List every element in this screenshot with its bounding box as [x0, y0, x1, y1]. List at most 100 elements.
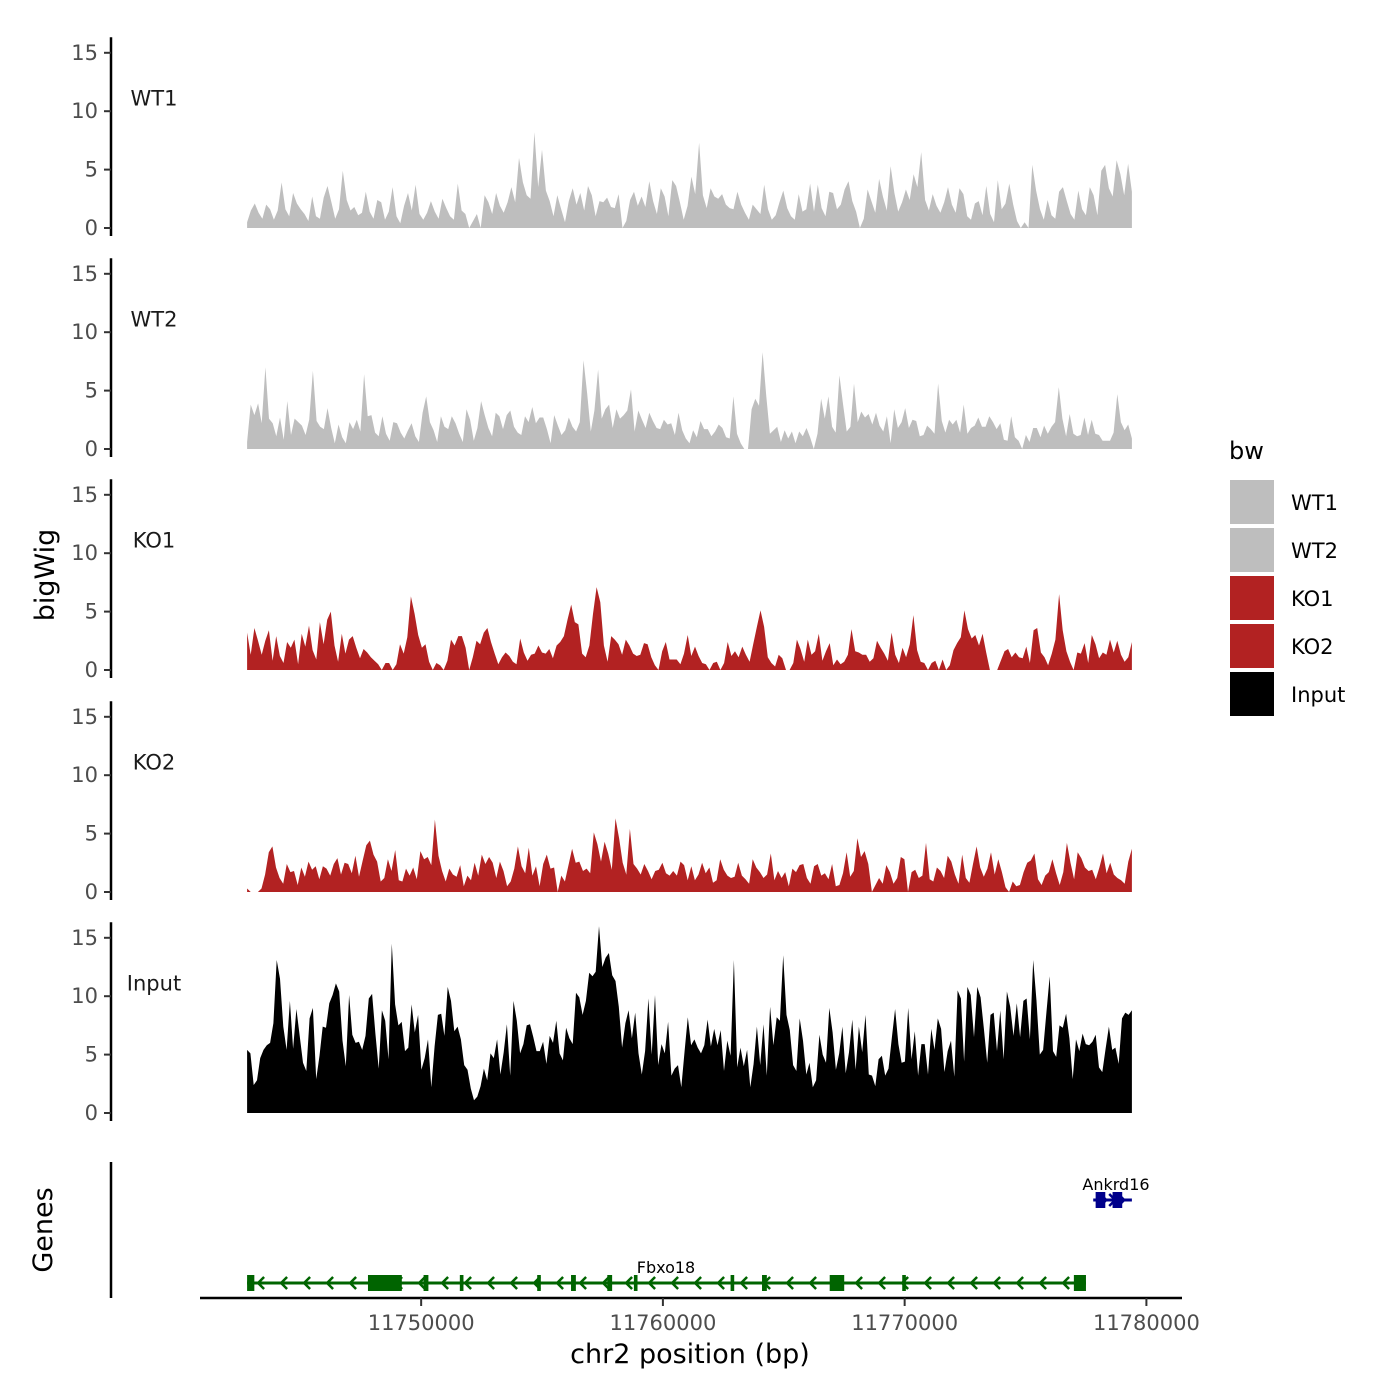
- legend-entry: WT2: [1228, 526, 1338, 574]
- strand-arrow: [555, 1276, 564, 1290]
- x-tick-label: 11750000: [368, 1311, 475, 1335]
- strand-arrow: [578, 1276, 587, 1290]
- legend-entry: Input: [1228, 670, 1345, 718]
- legend-entry: KO1: [1228, 574, 1334, 622]
- strand-arrow: [509, 1276, 518, 1290]
- exon: [537, 1275, 541, 1291]
- legend: bw WT1 WT2 KO1 KO2 Input: [1228, 437, 1345, 718]
- y-tick-label: 0: [85, 880, 98, 904]
- strand-arrow: [1038, 1276, 1047, 1290]
- strand-arrow: [325, 1276, 334, 1290]
- y-tick-label: 5: [85, 600, 98, 624]
- strand-arrow: [601, 1276, 610, 1290]
- legend-swatch: [1228, 478, 1276, 526]
- y-tick-label: 10: [71, 541, 98, 565]
- legend-label: WT1: [1291, 491, 1338, 515]
- legend-swatch: [1228, 622, 1276, 670]
- strand-arrow: [808, 1276, 817, 1290]
- gene-ankrd16: Ankrd16: [1082, 1175, 1150, 1208]
- x-ticks: 11750000 11760000 11770000 11780000: [368, 1298, 1200, 1335]
- strand-arrow: [440, 1276, 449, 1290]
- strand-arrow: [302, 1276, 311, 1290]
- exon: [633, 1275, 638, 1291]
- exon: [1112, 1192, 1123, 1208]
- x-axis-title: chr2 position (bp): [570, 1339, 810, 1370]
- exon: [730, 1275, 735, 1291]
- exon: [247, 1275, 255, 1291]
- x-tick-label: 11780000: [1093, 1311, 1200, 1335]
- strand-arrow: [877, 1276, 886, 1290]
- signal-area-wt1: [247, 132, 1132, 228]
- legend-label: KO1: [1291, 587, 1334, 611]
- legend-swatch: [1228, 670, 1276, 718]
- track-wt2: 0 5 10 15 WT2: [71, 258, 1132, 461]
- exon: [829, 1275, 845, 1291]
- y-tick-label: 15: [71, 41, 98, 65]
- y-tick-label: 10: [71, 763, 98, 787]
- exon: [459, 1275, 464, 1291]
- exon: [571, 1275, 576, 1291]
- y-tick-label: 10: [71, 99, 98, 123]
- exon: [762, 1275, 767, 1291]
- legend-label: KO2: [1291, 635, 1334, 659]
- strand-arrow: [992, 1276, 1001, 1290]
- strand-arrow: [256, 1276, 265, 1290]
- track-label: WT1: [131, 86, 178, 110]
- x-tick-label: 11760000: [609, 1311, 716, 1335]
- gene-label: Fbxo18: [637, 1258, 695, 1277]
- strand-arrow: [348, 1276, 357, 1290]
- track-label: Input: [127, 971, 181, 995]
- strand-arrow: [946, 1276, 955, 1290]
- exon: [367, 1275, 402, 1291]
- legend-label: Input: [1291, 683, 1345, 707]
- legend-title: bw: [1229, 437, 1264, 465]
- y-tick-label: 0: [85, 658, 98, 682]
- exon: [902, 1275, 906, 1291]
- strand-arrow: [417, 1276, 426, 1290]
- gene-fbxo18: Fbxo18: [247, 1258, 1086, 1291]
- strand-arrow: [1061, 1276, 1070, 1290]
- exon: [607, 1275, 613, 1291]
- exon: [1073, 1275, 1086, 1291]
- y-tick-label: 15: [71, 483, 98, 507]
- y-tick-label: 5: [85, 822, 98, 846]
- y-tick-label: 10: [71, 984, 98, 1008]
- y-axis-title: bigWig: [30, 529, 61, 622]
- track-ko2: 0 5 10 15 KO2: [71, 701, 1132, 904]
- strand-arrow: [693, 1276, 702, 1290]
- exon: [1095, 1192, 1106, 1208]
- genes-panel: Genes Fbxo18 Ankrd16: [28, 1162, 1150, 1298]
- legend-swatch: [1228, 574, 1276, 622]
- legend-entry: WT1: [1228, 478, 1338, 526]
- strand-arrow: [1015, 1276, 1024, 1290]
- track-label: KO2: [133, 750, 176, 774]
- y-tick-label: 0: [85, 437, 98, 461]
- legend-swatch: [1228, 526, 1276, 574]
- y-tick-label: 15: [71, 705, 98, 729]
- signal-tracks: 0 5 10 15 WT1 0 5 10 15 WT2 0 5 10 15 KO1 0 5 10 15 KO2 0 5 10…: [71, 37, 1132, 1125]
- signal-area-input: [247, 926, 1132, 1113]
- gene-models: Fbxo18 Ankrd16: [247, 1175, 1150, 1291]
- y-tick-label: 0: [85, 216, 98, 240]
- y-tick-label: 5: [85, 158, 98, 182]
- x-tick-label: 11770000: [851, 1311, 958, 1335]
- x-axis: 11750000 11760000 11770000 11780000 chr2 po…: [200, 1296, 1200, 1370]
- track-label: WT2: [131, 307, 178, 331]
- genes-axis-title: Genes: [28, 1187, 59, 1272]
- legend-entry: KO2: [1228, 622, 1334, 670]
- strand-arrow: [670, 1276, 679, 1290]
- gene-label: Ankrd16: [1082, 1175, 1149, 1194]
- y-tick-label: 15: [71, 926, 98, 950]
- y-tick-label: 5: [85, 1043, 98, 1067]
- strand-arrow: [647, 1276, 656, 1290]
- strand-arrow: [486, 1276, 495, 1290]
- track-wt1: 0 5 10 15 WT1: [71, 37, 1132, 240]
- strand-arrow: [969, 1276, 978, 1290]
- strand-arrow: [279, 1276, 288, 1290]
- strand-arrow: [716, 1276, 725, 1290]
- y-tick-label: 0: [85, 1101, 98, 1125]
- signal-area-ko2: [247, 818, 1132, 892]
- exon: [423, 1275, 429, 1291]
- strand-arrow: [923, 1276, 932, 1290]
